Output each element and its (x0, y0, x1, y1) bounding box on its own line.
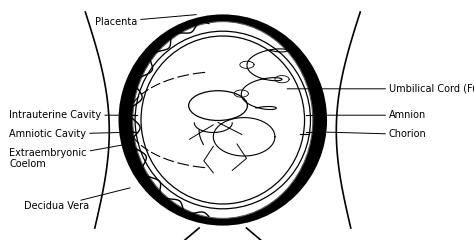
Ellipse shape (118, 14, 327, 226)
Ellipse shape (133, 22, 313, 218)
Text: Umbilical Cord (Funis): Umbilical Cord (Funis) (287, 84, 474, 94)
Text: Extraembryonic
Coelom: Extraembryonic Coelom (9, 144, 125, 169)
Circle shape (189, 91, 247, 120)
Text: Intrauterine Cavity: Intrauterine Cavity (9, 110, 135, 120)
Text: Placenta: Placenta (95, 15, 196, 27)
Text: Amnion: Amnion (325, 110, 426, 120)
Text: Chorion: Chorion (325, 129, 427, 139)
Text: Amniotic Cavity: Amniotic Cavity (9, 129, 135, 139)
Text: Decidua Vera: Decidua Vera (24, 188, 130, 211)
